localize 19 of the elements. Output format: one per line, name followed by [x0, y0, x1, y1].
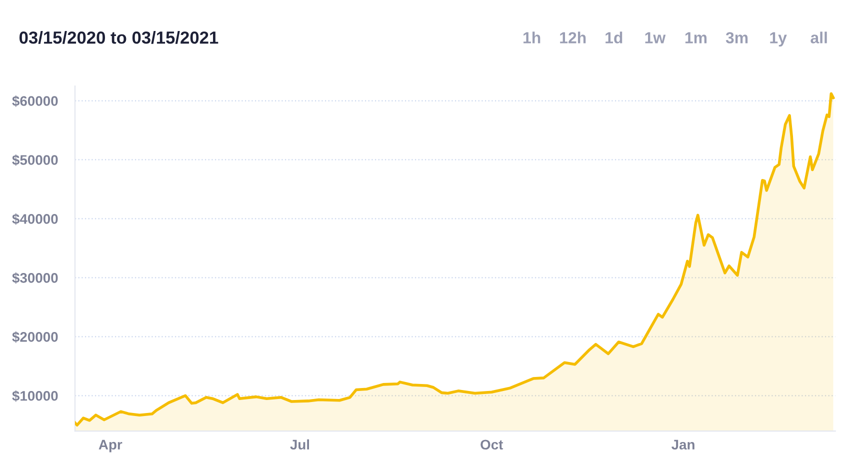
chart-title: 03/15/2020 to 03/15/2021 — [19, 31, 218, 44]
y-tick-label: $10000 — [12, 390, 58, 402]
y-tick-label: $60000 — [12, 95, 58, 107]
y-tick-label: $40000 — [12, 213, 58, 225]
y-tick-label: $50000 — [12, 154, 58, 166]
text: 1h — [523, 32, 540, 44]
text: 1y — [770, 32, 787, 47]
x-tick-label: Jul — [290, 439, 310, 450]
x-tick-label: Jan — [672, 440, 694, 450]
y-tick-label: $30000 — [12, 272, 58, 284]
text: 1w — [645, 32, 666, 44]
text: 1m — [685, 32, 707, 44]
x-tick-label: Apr — [98, 440, 122, 452]
text: 3m — [726, 32, 748, 44]
text: 1d — [606, 32, 622, 44]
text: all — [810, 32, 827, 44]
text: 12h — [560, 32, 586, 44]
x-tick-label: Oct — [480, 440, 504, 450]
y-tick-label: $20000 — [12, 331, 58, 343]
